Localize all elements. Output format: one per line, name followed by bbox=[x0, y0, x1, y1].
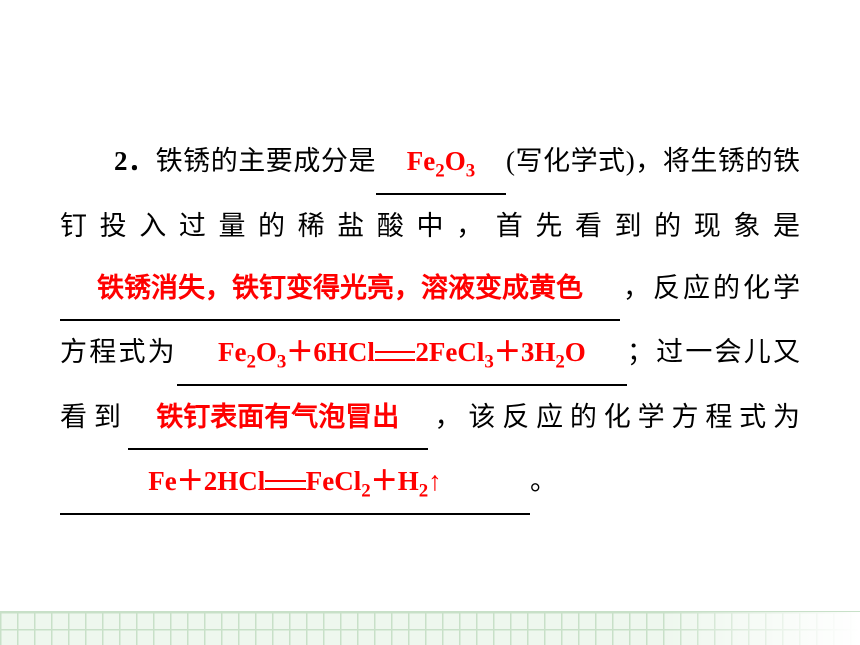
question-body: 2．铁锈的主要成分是Fe2O3(写化学式)，将生锈的铁钉投入过量的稀盐酸中，首先… bbox=[0, 0, 860, 515]
answer-equation1: Fe2O3＋6HCl2FeCl3＋3H2O bbox=[218, 337, 586, 367]
answer-phenomenon1: 铁锈消失，铁钉变得光亮，溶液变成黄色 bbox=[97, 273, 583, 303]
blank-phenomenon2: 铁钉表面有气泡冒出 bbox=[128, 386, 428, 450]
blank-formula1: Fe2O3 bbox=[376, 130, 506, 195]
text-part4: ，该反应的化学方程式为 bbox=[428, 402, 800, 432]
decorative-grid-border bbox=[0, 611, 860, 645]
answer-phenomenon2: 铁钉表面有气泡冒出 bbox=[156, 402, 399, 432]
question-number: 2． bbox=[114, 146, 156, 176]
answer-formula1: Fe2O3 bbox=[407, 146, 475, 176]
answer-equation2: Fe＋2HClFeCl2＋H2↑ bbox=[148, 466, 441, 496]
blank-phenomenon1: 铁锈消失，铁钉变得光亮，溶液变成黄色 bbox=[60, 257, 620, 321]
text-part5: 。 bbox=[530, 466, 557, 496]
blank-equation2: Fe＋2HClFeCl2＋H2↑ bbox=[60, 450, 530, 515]
blank-equation1: Fe2O3＋6HCl2FeCl3＋3H2O bbox=[177, 321, 627, 386]
text-part1a: 铁锈的主要成分是 bbox=[156, 146, 376, 176]
